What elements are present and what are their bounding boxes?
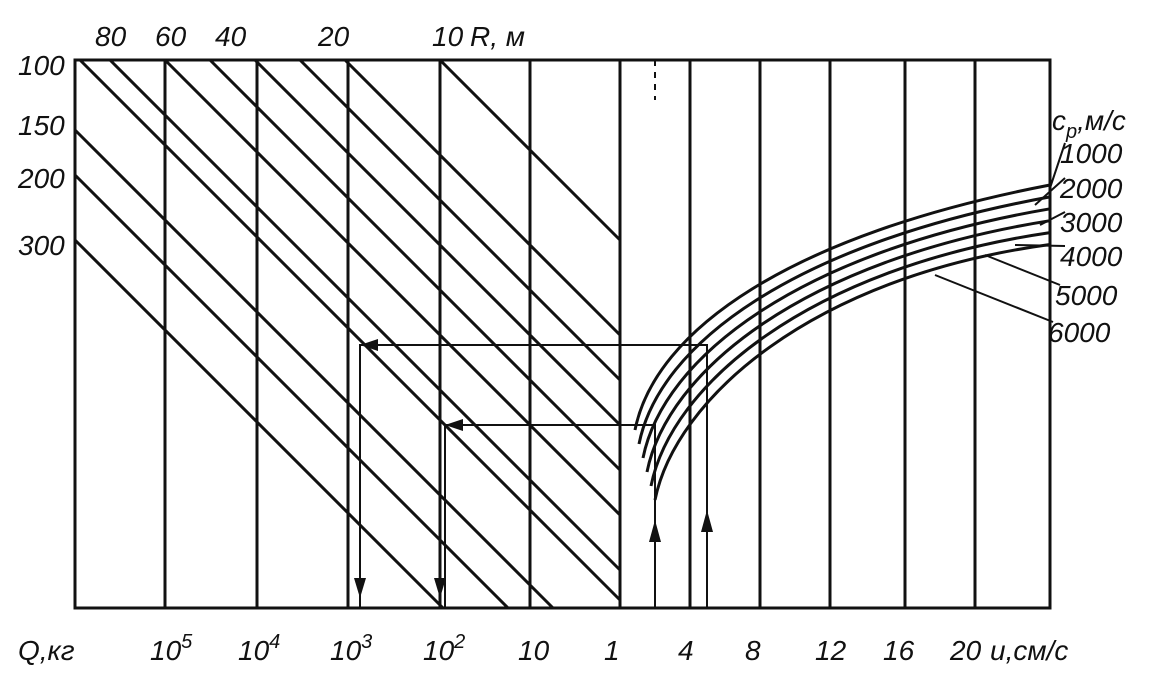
diagonal-line [298, 58, 622, 382]
diagonal-line [78, 58, 622, 602]
left-label: 200 [17, 163, 65, 194]
u-tick: 4 [678, 635, 694, 666]
diagonal-line [73, 238, 445, 610]
speed-main: c [1052, 105, 1066, 136]
curve-label: 4000 [1060, 241, 1123, 272]
q-tick: 10 [518, 635, 550, 666]
q-tick: 1 [604, 635, 620, 666]
u-tick: 12 [815, 635, 847, 666]
leader-line [984, 254, 1061, 286]
diagonal-line [73, 128, 555, 610]
q-tick-exp: 4 [269, 631, 280, 653]
curve-label: 2000 [1059, 173, 1123, 204]
arrow-heads [354, 339, 713, 598]
q-tick-exp: 3 [361, 631, 372, 653]
u-tick: 8 [745, 635, 761, 666]
diagonal-line [253, 58, 622, 427]
speed-label: cp,м/с [1052, 105, 1126, 143]
curve-label: 5000 [1055, 280, 1118, 311]
top-label: 80 [95, 21, 127, 52]
left-label: 300 [18, 230, 65, 261]
q-label: Q,кг [18, 635, 75, 666]
top-label: 10 [432, 21, 464, 52]
r-label: R, м [470, 21, 525, 52]
curve-label: 6000 [1048, 317, 1111, 348]
leader-line [934, 274, 1054, 323]
q-tick: 103 [330, 631, 372, 666]
left-label: 150 [18, 110, 65, 141]
diagonal-line [438, 58, 622, 242]
speed-curve [637, 195, 1051, 445]
left-label: 100 [18, 50, 65, 81]
speed-curve [645, 219, 1051, 473]
u-label: u,см/с [990, 635, 1068, 666]
speed-sub: p [1065, 121, 1077, 143]
diagonal-line [73, 173, 510, 610]
q-tick: 105 [150, 631, 193, 666]
speed-curve [633, 183, 1051, 431]
top-label: 20 [317, 21, 350, 52]
leader-line [1014, 244, 1066, 247]
top-label: 40 [215, 21, 247, 52]
q-tick-exp: 5 [181, 631, 193, 653]
q-tick-base: 10 [423, 635, 455, 666]
speed-curve [649, 231, 1051, 487]
frame [73, 58, 1052, 610]
example-arrows [359, 344, 708, 608]
diagonal-line [108, 58, 622, 572]
q-tick-base: 10 [330, 635, 362, 666]
speed-curve [641, 207, 1051, 459]
leader-line [1049, 142, 1066, 189]
diagonal-line [343, 58, 622, 337]
u-tick: 16 [883, 635, 915, 666]
leader-line [1034, 177, 1066, 206]
speed-unit: ,м/с [1077, 105, 1126, 136]
u-tick: 20 [949, 635, 982, 666]
curve-label: 1000 [1060, 138, 1123, 169]
top-label: 60 [155, 21, 187, 52]
leader-line [1039, 211, 1066, 226]
q-tick-base: 10 [150, 635, 182, 666]
q-tick-exp: 2 [453, 631, 465, 653]
q-tick-base: 10 [238, 635, 270, 666]
diagonal-line [163, 58, 622, 517]
diagonal-line [208, 58, 622, 472]
q-tick: 102 [423, 631, 465, 666]
q-tick: 104 [238, 631, 280, 666]
speed-curve [653, 243, 1051, 501]
curve-label: 3000 [1060, 207, 1123, 238]
